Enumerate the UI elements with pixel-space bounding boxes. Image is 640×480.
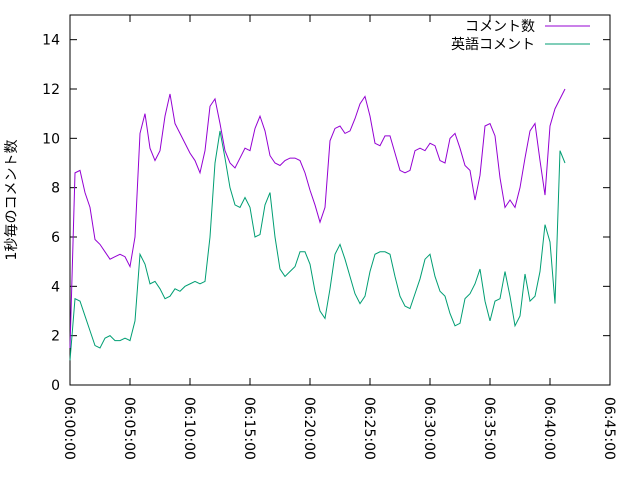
y-tick-label: 0 (51, 378, 60, 394)
plot-border (69, 14, 611, 386)
x-tick-label: 06:35:00 (481, 397, 497, 460)
y-tick-label: 12 (42, 82, 60, 98)
x-tick-label: 06:05:00 (121, 397, 137, 460)
legend-label: 英語コメント (451, 36, 535, 53)
x-tick-label: 06:00:00 (61, 397, 77, 460)
y-axis-label: 1秒毎のコメント数 (4, 140, 20, 261)
x-tick-label: 06:40:00 (541, 397, 557, 460)
y-tick-label: 10 (42, 131, 60, 147)
y-tick-label: 14 (42, 33, 60, 49)
legend-label: コメント数 (465, 19, 535, 35)
x-tick-label: 06:45:00 (601, 397, 617, 460)
y-tick-label: 2 (51, 329, 60, 345)
x-tick-label: 06:10:00 (181, 397, 197, 460)
series-line (69, 130, 566, 361)
x-tick-label: 06:20:00 (301, 397, 317, 460)
series-line (69, 88, 566, 349)
y-tick-label: 4 (51, 279, 60, 295)
y-tick-label: 8 (51, 181, 60, 197)
x-tick-label: 06:15:00 (241, 397, 257, 460)
y-tick-label: 6 (51, 230, 60, 246)
x-tick-label: 06:30:00 (421, 397, 437, 460)
x-tick-label: 06:25:00 (361, 397, 377, 460)
